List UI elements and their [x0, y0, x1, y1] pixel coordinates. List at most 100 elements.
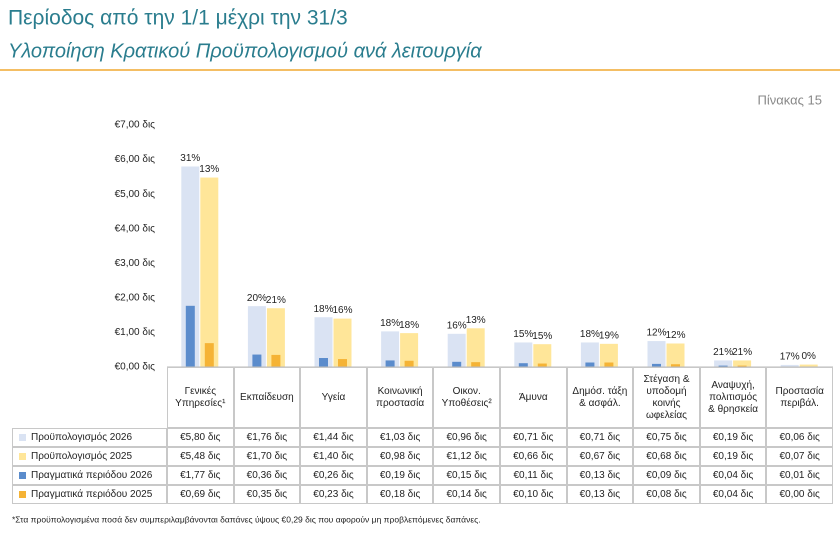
table-value: €0,04 δις	[699, 466, 767, 485]
category-label: Εκπαίδευση	[233, 367, 301, 428]
bar	[266, 308, 285, 367]
pct-label: 0%	[801, 351, 816, 362]
bar	[514, 342, 533, 367]
bar	[537, 363, 547, 367]
table-value: €1,44 δις	[300, 428, 367, 447]
bar	[447, 333, 466, 367]
table-value: €0,10 δις	[500, 485, 567, 504]
table-value: €0,09 δις	[633, 466, 700, 485]
pct-label: 12%	[665, 330, 685, 341]
bar	[647, 341, 666, 367]
legend-label: Προϋπολογισμός 2026	[31, 431, 133, 443]
y-tick-label: €0,00 δις	[115, 362, 156, 373]
table-value: €0,66 δις	[500, 447, 567, 466]
legend-swatch	[19, 472, 26, 479]
bar	[452, 361, 462, 367]
pct-label: 18%	[580, 329, 600, 340]
bar	[333, 318, 352, 367]
bar	[737, 365, 747, 367]
bar	[314, 317, 333, 367]
table-value: €1,76 δις	[233, 428, 301, 447]
pct-label: 18%	[313, 304, 333, 315]
table-value: €0,68 δις	[633, 447, 700, 466]
bar	[580, 342, 599, 367]
bar	[599, 343, 618, 367]
y-tick-label: €4,00 δις	[115, 223, 156, 234]
subtitle: Υλοποίηση Κρατικού Προϋπολογισμού ανά λε…	[8, 40, 482, 62]
table-value: €0,35 δις	[233, 485, 301, 504]
pct-label: 16%	[332, 305, 352, 316]
legend-entry: Προϋπολογισμός 2025	[12, 447, 167, 466]
y-tick-label: €5,00 δις	[115, 189, 156, 200]
bar	[247, 306, 266, 367]
pct-label: 12%	[646, 328, 666, 339]
legend-entry: Προϋπολογισμός 2026	[12, 428, 167, 447]
legend-swatch	[19, 491, 26, 498]
pct-label: 18%	[399, 320, 419, 331]
table-value: €0,15 δις	[433, 466, 500, 485]
bar	[185, 305, 195, 367]
pct-label: 15%	[532, 331, 552, 342]
footnote: *Στα προϋπολογισμένα ποσά δεν συμπεριλαμ…	[12, 514, 481, 524]
table-value: €0,04 δις	[699, 485, 767, 504]
legend-label: Προϋπολογισμός 2025	[31, 450, 133, 462]
bar	[204, 343, 214, 367]
table-value: €0,11 δις	[500, 466, 567, 485]
table-value: €0,71 δις	[500, 428, 567, 447]
category-label: Άμυνα	[500, 367, 567, 428]
bar	[652, 363, 661, 367]
legend-swatch	[19, 453, 26, 460]
category-label: Κοινωνική προστασία	[366, 367, 434, 428]
category-label: Αναψυχή, πολιτισμός & θρησκεία	[699, 367, 767, 428]
bar	[799, 364, 818, 367]
bar	[466, 328, 485, 367]
table-value: €0,08 δις	[633, 485, 700, 504]
table-value: €0,23 δις	[300, 485, 367, 504]
y-tick-label: €1,00 δις	[115, 327, 156, 338]
pct-label: 13%	[466, 315, 486, 326]
table-value: €0,19 δις	[699, 428, 767, 447]
pct-label: 18%	[380, 318, 400, 329]
table-value: €0,18 δις	[366, 485, 434, 504]
legend-entry: Πραγματικά περιόδου 2026	[12, 466, 167, 485]
table-number: Πίνακας 15	[758, 92, 823, 107]
bar	[252, 354, 262, 367]
category-label: Στέγαση & υποδομή κοινής ωφελείας	[633, 367, 700, 428]
table-value: €0,26 δις	[300, 466, 367, 485]
table-value: €0,69 δις	[167, 485, 234, 504]
bar	[733, 360, 752, 367]
pct-label: 15%	[513, 329, 533, 340]
bar	[666, 343, 685, 367]
table-value: €0,36 δις	[233, 466, 301, 485]
table-value: €1,03 δις	[366, 428, 434, 447]
table-value: €1,12 δις	[433, 447, 500, 466]
bar	[271, 354, 281, 367]
table-value: €0,07 δις	[766, 447, 833, 466]
pct-label: 21%	[732, 347, 752, 358]
bar	[604, 362, 614, 367]
table-value: €0,19 δις	[699, 447, 767, 466]
bar	[718, 365, 728, 367]
pct-label: 21%	[266, 295, 286, 306]
bar	[200, 177, 219, 367]
category-label: Δημόσ. τάξη & ασφάλ.	[566, 367, 634, 428]
table-value: €1,40 δις	[300, 447, 367, 466]
y-tick-label: €2,00 δις	[115, 292, 156, 303]
title: Περίοδος από την 1/1 μέχρι την 31/3	[8, 7, 348, 30]
y-tick-label: €7,00 δις	[115, 120, 156, 131]
legend-entry: Πραγματικά περιόδου 2025	[12, 485, 167, 504]
category-label: Γενικές Υπηρεσίες¹	[167, 367, 234, 428]
table-value: €0,98 δις	[366, 447, 434, 466]
table-value: €0,06 δις	[766, 428, 833, 447]
bar	[714, 360, 733, 367]
table-value: €0,00 δις	[766, 485, 833, 504]
table-value: €0,71 δις	[566, 428, 634, 447]
category-label: Προστασία περιβάλ.	[766, 367, 833, 428]
pct-label: 17%	[780, 352, 800, 363]
table-value: €0,67 δις	[566, 447, 634, 466]
category-label: Υγεία	[300, 367, 367, 428]
table-value: €0,96 δις	[433, 428, 500, 447]
pct-label: 20%	[247, 293, 267, 304]
